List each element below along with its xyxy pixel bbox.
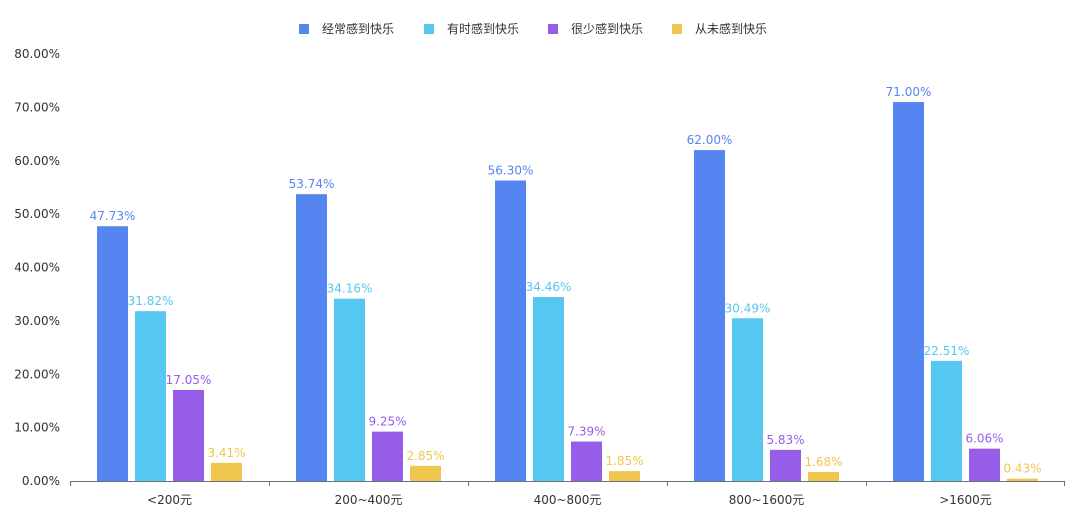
x-tick-label: 800~1600元 xyxy=(729,493,805,507)
y-tick-label: 10.00% xyxy=(14,421,60,435)
bar[interactable] xyxy=(533,297,564,481)
data-label: 3.41% xyxy=(207,446,245,460)
legend-swatch xyxy=(672,24,682,34)
y-tick-label: 0.00% xyxy=(22,474,60,488)
y-tick-label: 70.00% xyxy=(14,100,60,114)
category-group: 53.74% 34.16% 9.25% 2.85% xyxy=(289,177,445,481)
bar[interactable] xyxy=(931,360,962,481)
data-label: 34.16% xyxy=(327,282,373,296)
data-label: 6.06% xyxy=(965,432,1003,446)
legend-swatch xyxy=(299,24,309,34)
x-tick-label: 200~400元 xyxy=(335,493,403,507)
bar[interactable] xyxy=(609,471,640,481)
bar[interactable] xyxy=(296,194,327,481)
category-group: 47.73% 31.82% 17.05% 3.41% xyxy=(90,209,246,481)
category-group: 56.30% 34.46% 7.39% 1.85% xyxy=(488,163,644,481)
data-label: 71.00% xyxy=(886,85,932,99)
bar[interactable] xyxy=(808,472,839,481)
legend-item[interactable]: 很少感到快乐 xyxy=(548,21,643,36)
data-label: 53.74% xyxy=(289,177,335,191)
y-axis: 0.00% 10.00% 20.00% 30.00% 40.00% 50.00% 60.00… xyxy=(14,47,60,488)
legend-item[interactable]: 经常感到快乐 xyxy=(299,21,394,36)
data-label: 0.43% xyxy=(1003,462,1041,476)
legend-label: 从未感到快乐 xyxy=(695,21,767,36)
data-label: 34.46% xyxy=(526,280,572,294)
bar[interactable] xyxy=(372,431,403,481)
bar[interactable] xyxy=(893,102,924,481)
data-label: 1.68% xyxy=(804,455,842,469)
legend-label: 很少感到快乐 xyxy=(571,21,643,36)
bar[interactable] xyxy=(495,180,526,481)
data-label: 1.85% xyxy=(605,454,643,468)
legend: 经常感到快乐 有时感到快乐 很少感到快乐 从未感到快乐 xyxy=(299,21,767,36)
category-group: 71.00% 22.51% 6.06% 0.43% xyxy=(886,85,1042,481)
y-tick-label: 20.00% xyxy=(14,367,60,381)
bar[interactable] xyxy=(97,226,128,481)
bar[interactable] xyxy=(571,441,602,481)
data-label: 17.05% xyxy=(166,373,212,387)
data-label: 5.83% xyxy=(766,433,804,447)
category-group: 62.00% 30.49% 5.83%1.68% xyxy=(687,133,843,481)
data-label: 56.30% xyxy=(488,163,534,177)
y-tick-label: 50.00% xyxy=(14,207,60,221)
legend-item[interactable]: 从未感到快乐 xyxy=(672,21,767,36)
bar[interactable] xyxy=(173,389,204,481)
x-tick-label: <200元 xyxy=(147,493,192,507)
data-label: 9.25% xyxy=(368,415,406,429)
bar[interactable] xyxy=(694,150,725,481)
x-tick-label: >1600元 xyxy=(939,493,992,507)
data-label: 47.73% xyxy=(90,209,136,223)
legend-swatch xyxy=(424,24,434,34)
data-label: 2.85% xyxy=(406,449,444,463)
y-tick-label: 30.00% xyxy=(14,314,60,328)
bar[interactable] xyxy=(410,465,441,481)
legend-swatch xyxy=(548,24,558,34)
data-label: 62.00% xyxy=(687,133,733,147)
x-axis: <200元 200~400元 400~800元 800~1600元 >1600元 xyxy=(70,481,1065,507)
y-tick-label: 40.00% xyxy=(14,261,60,275)
legend-label: 有时感到快乐 xyxy=(447,21,519,36)
bar[interactable] xyxy=(334,298,365,481)
bar[interactable] xyxy=(1007,478,1038,481)
y-tick-label: 60.00% xyxy=(14,154,60,168)
x-tick-label: 400~800元 xyxy=(534,493,602,507)
bar[interactable] xyxy=(135,311,166,481)
data-label: 7.39% xyxy=(567,425,605,439)
bar[interactable] xyxy=(211,462,242,481)
y-tick-label: 80.00% xyxy=(14,47,60,61)
bar[interactable] xyxy=(770,449,801,481)
bar[interactable] xyxy=(732,318,763,481)
legend-item[interactable]: 有时感到快乐 xyxy=(424,21,519,36)
bar[interactable] xyxy=(969,448,1000,481)
data-label: 22.51% xyxy=(924,344,970,358)
data-label: 31.82% xyxy=(128,294,174,308)
bars: 47.73% 31.82% 17.05% 3.41% 53.74% 34.16% 9.25%… xyxy=(90,85,1042,481)
legend-label: 经常感到快乐 xyxy=(322,21,394,36)
data-label: 30.49% xyxy=(725,301,771,315)
